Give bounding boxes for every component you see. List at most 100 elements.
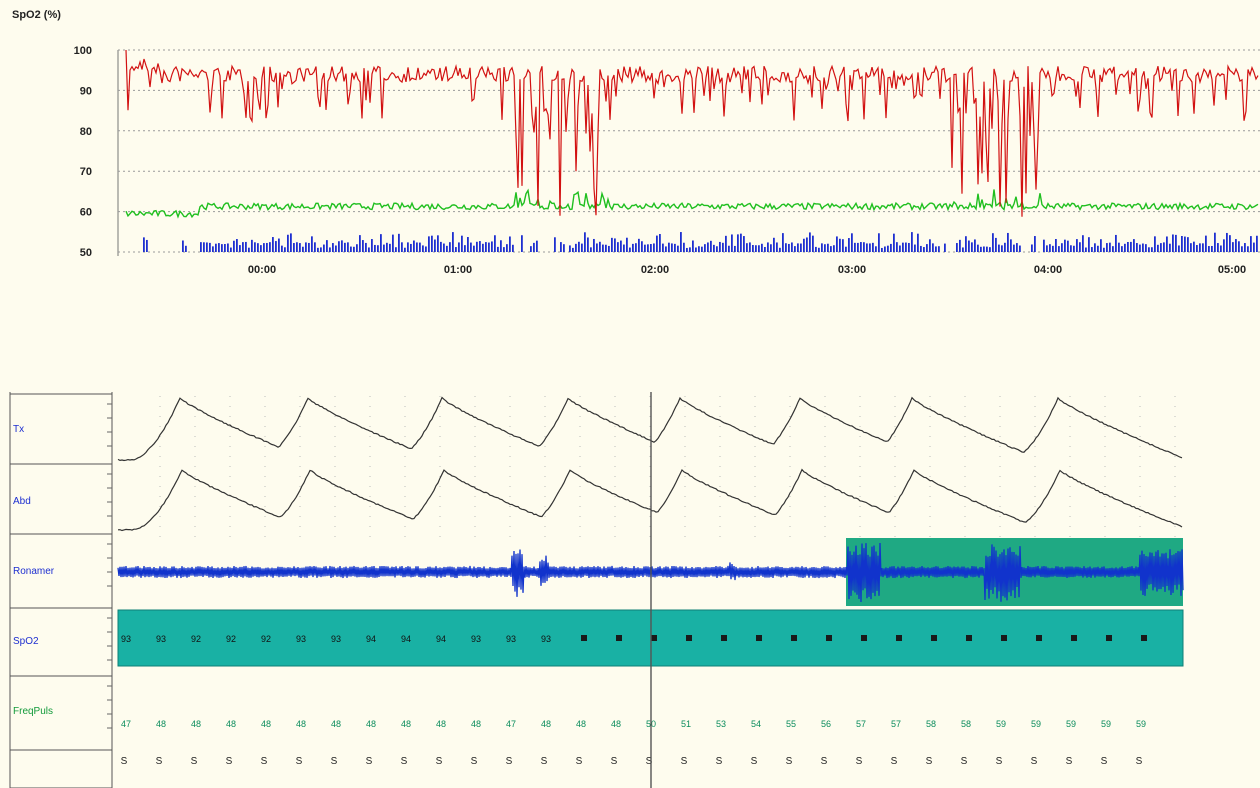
event-marker [797, 243, 799, 252]
event-marker [1130, 241, 1132, 252]
event-marker [863, 242, 865, 252]
event-marker [668, 242, 670, 252]
spo2-marker [1106, 635, 1112, 641]
event-marker [803, 238, 805, 252]
event-marker [1208, 246, 1210, 252]
event-marker [263, 243, 265, 252]
pulse-value: 47 [506, 719, 516, 729]
event-marker [710, 240, 712, 252]
event-marker [599, 241, 601, 252]
stage-glyph: S [156, 756, 163, 767]
event-marker [701, 246, 703, 252]
event-marker [470, 242, 472, 252]
event-marker [224, 244, 226, 252]
event-marker [1247, 246, 1249, 252]
event-marker [575, 243, 577, 252]
spo2-value: 93 [121, 634, 131, 644]
spo2-value: 92 [226, 634, 236, 644]
stage-glyph: S [331, 756, 338, 767]
event-marker [1157, 244, 1159, 252]
event-marker [695, 247, 697, 252]
event-marker [1031, 244, 1033, 252]
pulse-value: 54 [751, 719, 761, 729]
event-marker [767, 242, 769, 252]
event-marker [413, 240, 415, 252]
event-marker [455, 247, 457, 252]
event-marker [1214, 232, 1216, 252]
spo2-marker [616, 635, 622, 641]
event-marker [449, 242, 451, 252]
event-marker [1049, 244, 1051, 252]
event-marker [1193, 241, 1195, 252]
event-marker [287, 234, 289, 252]
pulse-value: 48 [191, 719, 201, 729]
event-marker [437, 235, 439, 252]
event-marker [719, 241, 721, 252]
event-marker [1046, 245, 1048, 252]
event-marker [989, 247, 991, 252]
abdomen-trace [117, 468, 1183, 532]
event-marker [1181, 236, 1183, 252]
event-marker [926, 244, 928, 252]
event-marker [530, 246, 532, 252]
event-marker [764, 246, 766, 252]
event-marker [752, 245, 754, 252]
event-marker [734, 245, 736, 252]
event-marker [230, 247, 232, 252]
stage-glyph: S [891, 756, 898, 767]
event-marker [857, 242, 859, 252]
spo2-marker [966, 635, 972, 641]
event-marker [1118, 242, 1120, 252]
pulse-value: 48 [576, 719, 586, 729]
trend-y-axis-title: SpO2 (%) [12, 9, 61, 21]
event-marker [605, 244, 607, 252]
event-marker [338, 241, 340, 252]
event-marker [1043, 239, 1045, 252]
event-marker [860, 242, 862, 252]
event-marker [1088, 237, 1090, 252]
event-marker [986, 246, 988, 252]
event-marker [812, 235, 814, 252]
spo2-value: 94 [401, 634, 411, 644]
event-marker [218, 243, 220, 252]
event-marker [626, 237, 628, 252]
event-marker [818, 247, 820, 252]
event-marker [1145, 244, 1147, 252]
event-marker [389, 243, 391, 252]
event-marker [971, 242, 973, 252]
event-marker [956, 243, 958, 252]
event-marker [602, 244, 604, 252]
event-marker [533, 242, 535, 252]
event-marker [446, 245, 448, 252]
trend-x-tick: 02:00 [641, 264, 669, 276]
stage-glyph: S [401, 756, 408, 767]
trend-x-tick: 01:00 [444, 264, 472, 276]
event-marker [380, 234, 382, 252]
event-marker [743, 236, 745, 252]
event-marker [146, 239, 148, 252]
event-marker [506, 244, 508, 252]
event-marker [326, 240, 328, 252]
event-marker [311, 236, 313, 252]
event-marker [299, 243, 301, 252]
event-marker [1055, 239, 1057, 252]
event-marker [1166, 236, 1168, 252]
event-marker [536, 240, 538, 252]
event-marker [278, 238, 280, 252]
spo2-marker [826, 635, 832, 641]
event-marker [392, 234, 394, 252]
trend-x-tick: 00:00 [248, 264, 276, 276]
event-marker [1034, 236, 1036, 252]
event-marker [875, 246, 877, 252]
event-marker [341, 240, 343, 252]
event-marker [692, 240, 694, 252]
event-marker [302, 246, 304, 252]
event-marker [404, 247, 406, 252]
spo2-value: 93 [296, 634, 306, 644]
event-marker [377, 245, 379, 252]
event-marker [281, 245, 283, 252]
event-marker [815, 246, 817, 252]
event-marker [512, 244, 514, 252]
event-marker [1241, 246, 1243, 252]
event-marker [920, 245, 922, 252]
